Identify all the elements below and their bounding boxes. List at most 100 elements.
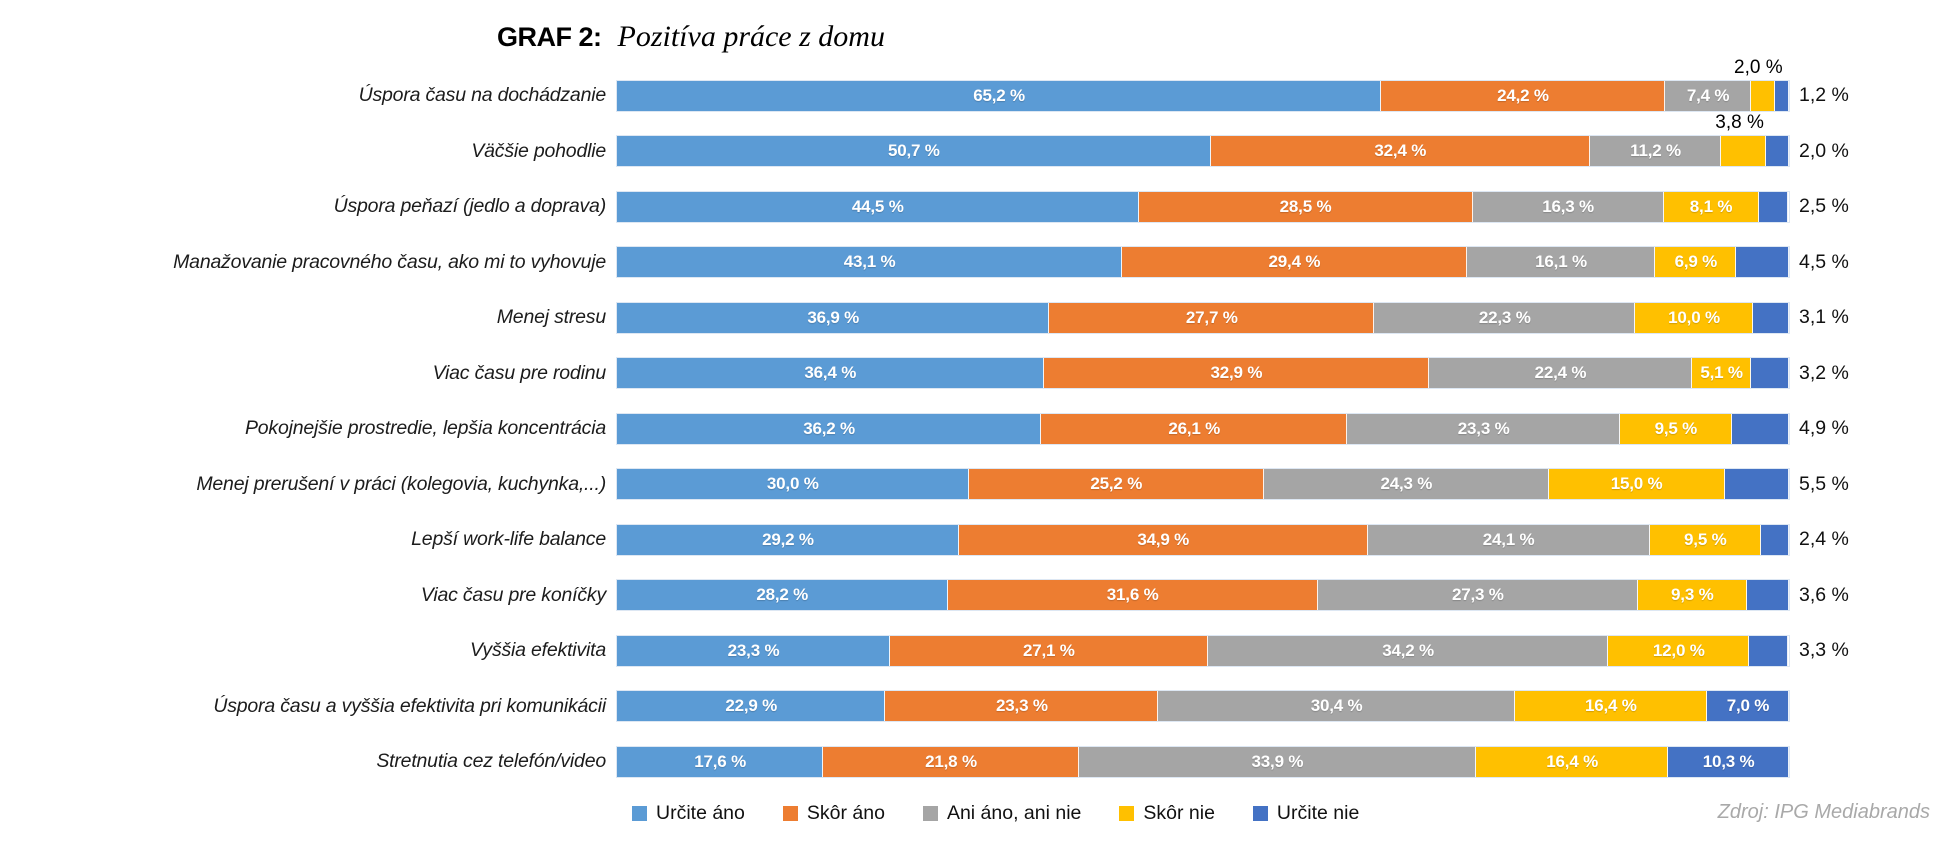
chart-legend: Určite áno Skôr áno Ani áno, ani nie Skôr n… bbox=[632, 802, 1359, 825]
segment-skor-ano: 32,4 % bbox=[1210, 136, 1590, 167]
category-label: Úspora času a vyššia efektivita pri komu… bbox=[213, 694, 606, 717]
bar-track: 23,3 % 27,1 % 34,2 % 12,0 % bbox=[617, 635, 1789, 666]
chart-row: Väčšie pohodlie 50,7 % 32,4 % 11,2 % 3,8 % 2,… bbox=[0, 112, 1938, 180]
segment-skor-nie: 9,3 % bbox=[1637, 580, 1747, 611]
segment-value: 16,4 % bbox=[1584, 696, 1637, 716]
segment-value: 26,1 % bbox=[1168, 418, 1221, 438]
segment-value: 10,3 % bbox=[1702, 751, 1755, 771]
segment-value: 27,3 % bbox=[1451, 585, 1504, 605]
segment-value: 34,2 % bbox=[1382, 640, 1434, 660]
chart-row: Menej prerušení v práci (kolegovia, kuch… bbox=[0, 457, 1938, 513]
segment-value: 22,9 % bbox=[725, 696, 778, 716]
segment-ani-ano-ani-nie: 11,2 % bbox=[1589, 136, 1722, 167]
segment-skor-nie: 15,0 % bbox=[1548, 469, 1725, 500]
segment-skor-ano: 25,2 % bbox=[968, 469, 1264, 500]
segment-skor-nie: 9,5 % bbox=[1620, 413, 1732, 444]
chart-row: Lepší work-life balance 29,2 % 34,9 % 24,1 … bbox=[0, 512, 1938, 568]
chart-row: Úspora peňazí (jedlo a doprava) 44,5 % 28,… bbox=[0, 179, 1938, 235]
segment-value: 16,3 % bbox=[1542, 196, 1594, 216]
segment-value: 23,3 % bbox=[727, 640, 780, 660]
segment-value: 32,9 % bbox=[1210, 363, 1263, 383]
segment-value: 44,5 % bbox=[851, 196, 904, 216]
bar-track: 36,9 % 27,7 % 22,3 % 10,0 % bbox=[617, 302, 1789, 333]
chart-row: Úspora času na dochádzanie 65,2 % 24,2 % 7,… bbox=[0, 57, 1938, 124]
segment-urcite-nie: 7,0 % bbox=[1706, 691, 1789, 722]
legend-swatch-icon bbox=[632, 805, 647, 821]
segment-value: 6,9 % bbox=[1674, 252, 1718, 272]
segment-value: 36,2 % bbox=[803, 418, 855, 438]
chart-row: Stretnutia cez telefón/video 17,6 % 21,8 %… bbox=[0, 734, 1938, 790]
source-credit: Zdroj: IPG Mediabrands bbox=[1717, 800, 1930, 823]
segment-value: 29,2 % bbox=[762, 529, 814, 549]
legend-item-skor-nie: Skôr nie bbox=[1119, 802, 1215, 825]
segment-value: 16,1 % bbox=[1535, 252, 1587, 272]
segment-value: 65,2 % bbox=[973, 85, 1025, 105]
bar-track: 43,1 % 29,4 % 16,1 % 6,9 % bbox=[617, 247, 1789, 278]
segment-value: 23,3 % bbox=[1457, 418, 1510, 438]
segment-value: 25,2 % bbox=[1090, 474, 1143, 494]
segment-urcite-nie bbox=[1731, 413, 1789, 444]
segment-ani-ano-ani-nie: 22,4 % bbox=[1429, 358, 1692, 389]
legend-label: Určite nie bbox=[1276, 801, 1360, 824]
segment-value: 17,6 % bbox=[694, 751, 746, 771]
segment-ani-ano-ani-nie: 23,3 % bbox=[1347, 413, 1621, 444]
bar-track: 36,4 % 32,9 % 22,4 % 5,1 % bbox=[617, 358, 1789, 389]
segment-value: 10,0 % bbox=[1668, 307, 1720, 327]
segment-value: 34,9 % bbox=[1137, 529, 1190, 549]
segment-value-outside: 2,4 % bbox=[1799, 528, 1849, 551]
chart-title-prefix: GRAF 2: bbox=[497, 21, 602, 52]
bar-track: 65,2 % 24,2 % 7,4 % 2,0 % bbox=[617, 57, 1789, 111]
segment-urcite-ano: 23,3 % bbox=[617, 635, 891, 666]
segment-urcite-ano: 44,5 % bbox=[617, 191, 1139, 222]
chart-row: Úspora času a vyššia efektivita pri komu… bbox=[0, 679, 1938, 735]
segment-value: 30,4 % bbox=[1310, 696, 1363, 716]
chart-row: Viac času pre koníčky 28,2 % 31,6 % 27,3 % 9… bbox=[0, 568, 1938, 624]
segment-urcite-nie bbox=[1749, 635, 1788, 666]
legend-item-skor-ano: Skôr áno bbox=[782, 801, 885, 825]
segment-value: 7,4 % bbox=[1686, 85, 1730, 105]
bar-track: 29,2 % 34,9 % 24,1 % 9,5 % bbox=[617, 524, 1789, 555]
segment-value: 36,4 % bbox=[804, 363, 857, 383]
legend-item-ani-ano-ani-nie: Ani áno, ani nie bbox=[922, 802, 1081, 825]
segment-value: 27,7 % bbox=[1185, 307, 1238, 327]
segment-skor-ano: 26,1 % bbox=[1041, 413, 1348, 444]
legend-label: Skôr nie bbox=[1143, 801, 1215, 824]
segment-skor-nie: 5,1 % bbox=[1691, 358, 1752, 389]
segment-urcite-nie bbox=[1751, 358, 1789, 389]
segment-value: 32,4 % bbox=[1374, 141, 1427, 161]
chart-title-text: Pozitíva práce z domu bbox=[617, 20, 885, 53]
segment-value-above: 2,0 % bbox=[1734, 56, 1783, 78]
category-label: Lepší work-life balance bbox=[411, 528, 606, 551]
segment-skor-ano: 32,9 % bbox=[1043, 358, 1430, 389]
segment-urcite-nie bbox=[1765, 136, 1789, 167]
segment-urcite-nie bbox=[1774, 80, 1789, 111]
segment-urcite-ano: 36,2 % bbox=[617, 413, 1042, 444]
segment-value-outside: 3,2 % bbox=[1799, 361, 1849, 384]
segment-value: 7,0 % bbox=[1726, 696, 1770, 716]
segment-value: 9,5 % bbox=[1684, 529, 1727, 549]
segment-skor-nie: 6,9 % bbox=[1655, 247, 1737, 278]
bar-track: 17,6 % 21,8 % 33,9 % 16,4 % 10,3 % bbox=[617, 746, 1789, 777]
segment-urcite-ano: 36,9 % bbox=[617, 302, 1050, 333]
segment-skor-nie bbox=[1751, 80, 1775, 111]
segment-value-above: 3,8 % bbox=[1715, 112, 1764, 134]
segment-urcite-nie bbox=[1752, 302, 1789, 333]
segment-ani-ano-ani-nie: 24,1 % bbox=[1367, 524, 1650, 555]
segment-skor-nie: 12,0 % bbox=[1608, 635, 1750, 666]
segment-skor-ano: 28,5 % bbox=[1138, 191, 1473, 222]
chart-row: Viac času pre rodinu 36,4 % 32,9 % 22,4 % 5,… bbox=[0, 346, 1938, 402]
chart-row: Manažovanie pracovného času, ako mi to v… bbox=[0, 235, 1938, 291]
category-label: Úspora peňazí (jedlo a doprava) bbox=[333, 195, 607, 218]
segment-urcite-nie bbox=[1760, 524, 1789, 555]
segment-value: 5,1 % bbox=[1700, 363, 1743, 383]
segment-skor-nie bbox=[1721, 136, 1766, 167]
category-label: Vyššia efektivita bbox=[469, 639, 606, 662]
segment-value: 24,1 % bbox=[1482, 529, 1535, 549]
segment-value: 11,2 % bbox=[1630, 141, 1681, 161]
bar-track: 30,0 % 25,2 % 24,3 % 15,0 % bbox=[617, 469, 1789, 500]
segment-skor-ano: 31,6 % bbox=[947, 580, 1318, 611]
legend-label: Skôr áno bbox=[806, 801, 885, 824]
segment-skor-nie: 9,5 % bbox=[1649, 524, 1761, 555]
segment-urcite-ano: 17,6 % bbox=[617, 746, 824, 777]
segment-urcite-ano: 36,4 % bbox=[617, 358, 1044, 389]
